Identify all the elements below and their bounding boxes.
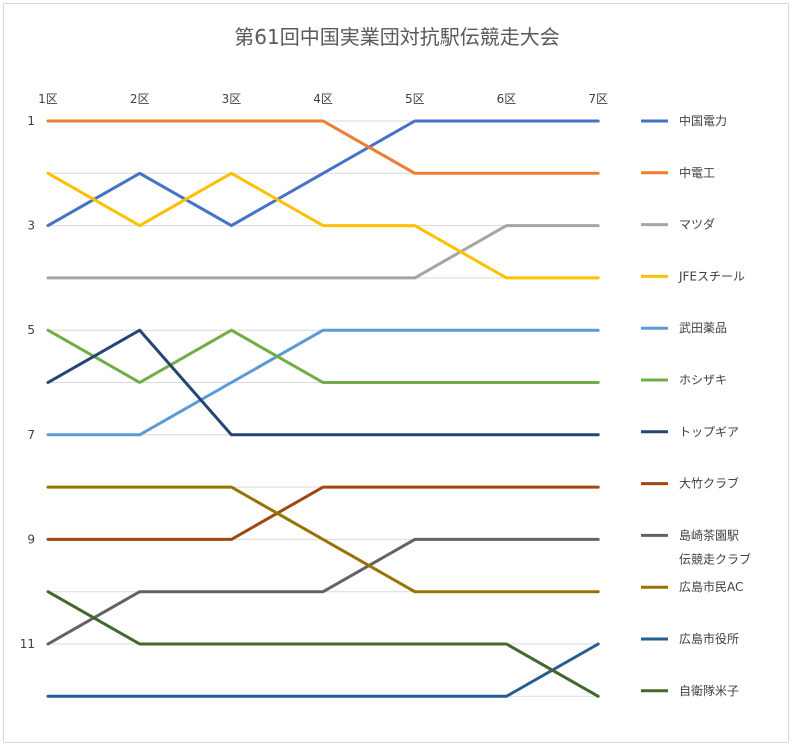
x-tick-label: 2区 <box>130 92 150 106</box>
legend-label: JFEスチール <box>678 269 745 283</box>
series-line <box>46 485 600 594</box>
series-line <box>46 328 600 384</box>
legend-label: 島崎茶園駅伝競走クラブ <box>679 527 751 566</box>
series-line <box>46 642 600 698</box>
legend-label: 広島市役所 <box>679 631 739 646</box>
y-tick-label: 7 <box>27 428 35 442</box>
gridlines <box>48 120 597 697</box>
x-tick-label: 4区 <box>313 92 333 106</box>
legend-label: 中国電力 <box>679 113 727 128</box>
chart-title: 第61回中国実業団対抗駅伝競走大会 <box>234 25 559 49</box>
legend-label: 武田薬品 <box>679 321 727 335</box>
series-line <box>46 537 600 646</box>
legend-label: マツダ <box>679 217 715 232</box>
series-line <box>46 119 600 175</box>
x-tick-label: 3区 <box>222 92 242 106</box>
x-axis-ticks: 1区 2区 3区 4区 5区 6区 7区 <box>38 92 608 106</box>
legend-label: 中電工 <box>679 165 715 180</box>
series-line <box>46 171 600 280</box>
x-tick-label: 6区 <box>497 92 517 106</box>
legend-label: 広島市民AC <box>679 579 743 594</box>
chart-frame <box>3 3 789 743</box>
x-tick-label: 1区 <box>38 92 58 106</box>
legend-label: トップギア <box>679 425 739 439</box>
legend-label: ホシザキ <box>679 373 727 387</box>
series-line <box>46 590 600 698</box>
series-line <box>46 224 600 280</box>
y-tick-label: 5 <box>27 323 35 337</box>
series-line <box>46 119 600 228</box>
series-line <box>46 485 600 541</box>
x-tick-label: 7区 <box>588 92 608 106</box>
y-tick-label: 3 <box>27 219 35 233</box>
series-line <box>46 328 600 437</box>
y-axis-ticks: 1 3 5 7 9 11 <box>20 114 35 651</box>
x-tick-label: 5区 <box>405 92 425 106</box>
y-tick-label: 9 <box>27 532 35 546</box>
series-lines <box>46 119 600 698</box>
series-line <box>46 328 600 437</box>
legend-label: 大竹クラブ <box>679 476 739 491</box>
y-tick-label: 11 <box>20 637 35 651</box>
legend-label: 自衛隊米子 <box>679 683 739 698</box>
y-tick-label: 1 <box>27 114 35 128</box>
